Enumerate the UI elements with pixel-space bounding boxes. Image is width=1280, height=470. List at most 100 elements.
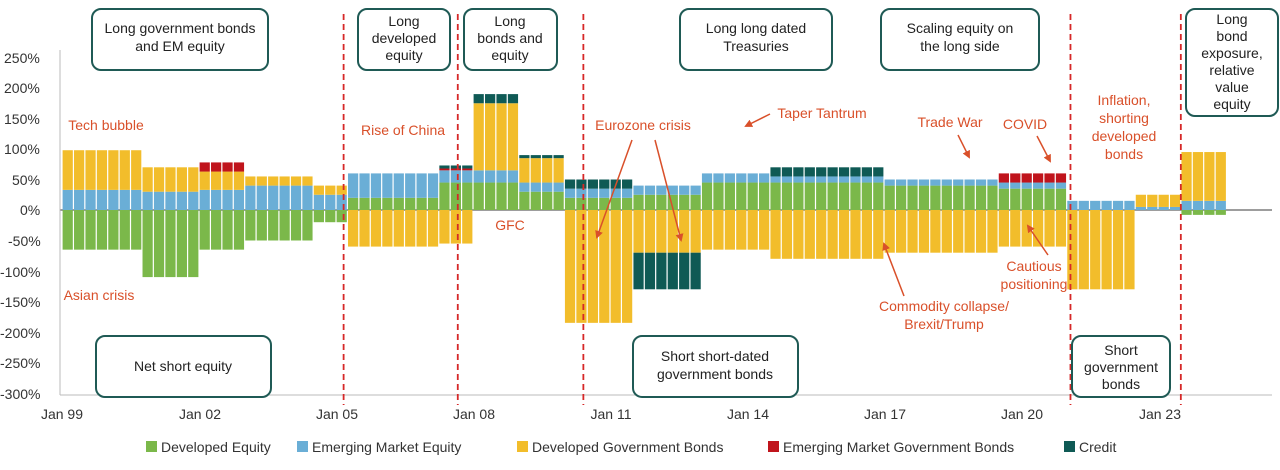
bar-segment-em <box>74 189 85 210</box>
legend-label: Credit <box>1079 439 1116 455</box>
annotation-line: bonds <box>1105 146 1143 162</box>
bar-segment-gb <box>450 210 461 244</box>
bar-segment-de <box>336 210 347 223</box>
bar-segment-de <box>382 197 393 210</box>
bar-segment-emgb <box>1021 173 1032 183</box>
regime-box <box>632 335 799 398</box>
bar-segment-gb <box>427 210 439 247</box>
bar-segment-gb <box>553 158 564 183</box>
y-tick-label: -50% <box>8 233 41 249</box>
bar-segment-emgb <box>1044 173 1055 183</box>
bar-segment-em <box>953 179 964 186</box>
bar-segment-em <box>736 173 747 183</box>
bar-segment-em <box>119 189 130 210</box>
bar-segment-em <box>1044 182 1055 189</box>
regime-box-label: Short government bonds <box>1084 342 1158 392</box>
y-tick-label: 0% <box>20 202 40 218</box>
bar-segment-em <box>1090 200 1101 210</box>
bar-segment-em <box>930 179 941 186</box>
bar-segment-em <box>610 188 621 198</box>
bar-segment-gb <box>576 210 587 323</box>
bar-segment-cr <box>781 167 793 177</box>
bar-segment-em <box>884 179 895 186</box>
legend: Developed Equity Emerging Market Equity … <box>146 439 1116 455</box>
bar-segment-de <box>964 185 975 210</box>
bar-segment-cr <box>542 155 553 159</box>
bar-segment-de <box>770 182 781 210</box>
bar-segment-em <box>599 188 610 198</box>
bar-segment-em <box>770 176 781 183</box>
bar-segment-gb <box>62 150 73 190</box>
bar-segment-em <box>233 189 245 210</box>
bar-segment-gb <box>1033 210 1044 247</box>
bar-segment-gb <box>74 150 85 190</box>
bar-segment-de <box>701 182 713 210</box>
bar-segment-em <box>827 176 838 183</box>
regime-box-line: equity <box>491 47 528 63</box>
bar-segment-em <box>553 182 564 192</box>
bar-segment-de <box>827 182 838 210</box>
bar-segment-gb <box>519 158 530 183</box>
legend-swatch <box>768 441 779 452</box>
bar-segment-cr <box>656 252 667 290</box>
bar-segment-cr <box>816 167 827 177</box>
regime-box-texts-top: Long government bonds and EM equity Long d… <box>105 11 1263 112</box>
bar-segment-em <box>759 173 770 183</box>
bar-segment-cr <box>644 252 656 290</box>
bar-segment-gb <box>827 210 838 259</box>
bar-segment-em <box>838 176 850 183</box>
bar-segment-gb <box>633 210 644 253</box>
bar-segment-em <box>1215 200 1226 210</box>
bar-segment-de <box>211 210 222 250</box>
bar-segment-cr <box>439 165 450 169</box>
bar-segment-gb <box>587 210 598 323</box>
bar-segment-em <box>941 179 952 186</box>
bar-segment-em <box>679 185 690 195</box>
annotation-label: GFC <box>495 217 525 233</box>
bar-segment-em <box>975 179 987 186</box>
x-tick-label: Jan 08 <box>453 406 495 422</box>
bar-segment-cr <box>473 94 484 104</box>
bar-segment-de <box>131 210 142 250</box>
bar-segment-gb <box>188 167 199 192</box>
regime-box-line: Short <box>1104 342 1138 358</box>
bar-segment-em <box>222 189 233 210</box>
bar-segment-de <box>816 182 827 210</box>
bar-segment-gb <box>382 210 393 247</box>
bar-segment-em <box>633 185 644 195</box>
annotation-label: Trade War <box>917 114 982 130</box>
annotation-label: Commodity collapse/Brexit/Trump <box>879 298 1009 332</box>
bar-segment-em <box>507 170 519 183</box>
arrow-taper <box>744 113 771 127</box>
y-tick-label: -100% <box>0 264 40 280</box>
bar-segment-em <box>302 185 313 210</box>
legend-label: Emerging Market Equity <box>312 439 461 455</box>
bar-segment-gb <box>1158 194 1169 207</box>
regime-box <box>95 335 272 398</box>
arrow-commodity <box>882 242 905 297</box>
bar-segment-cr <box>519 155 530 159</box>
arrow-covid <box>1036 135 1051 163</box>
bar-segment-emgb <box>998 173 1009 183</box>
bar-segment-gb <box>564 210 576 323</box>
bar-segment-em <box>907 179 918 186</box>
bar-segment-gb <box>496 103 507 171</box>
bar-segment-em <box>85 189 96 210</box>
y-tick-label: -300% <box>0 386 40 402</box>
bar-segment-gb <box>290 176 302 186</box>
bar-segment-emgb <box>1010 173 1021 183</box>
bar-segment-gb <box>918 210 930 253</box>
legend-item-em-equity: Emerging Market Equity <box>297 439 461 455</box>
regime-boxes-top <box>91 8 1279 117</box>
bar-segment-gb <box>610 210 621 323</box>
arrow-cautious <box>1026 224 1049 256</box>
bar-segment-em <box>405 173 416 198</box>
bar-segment-em <box>781 176 793 183</box>
bar-segment-de <box>416 197 427 210</box>
bar-segment-em <box>211 189 222 210</box>
annotation-line: Cautious <box>1006 258 1061 274</box>
bar-segment-em <box>290 185 302 210</box>
bar-segment-gb <box>873 210 884 259</box>
legend-item-em-gov-bonds: Emerging Market Government Bonds <box>768 439 1014 455</box>
bar-segment-gb <box>713 210 724 250</box>
